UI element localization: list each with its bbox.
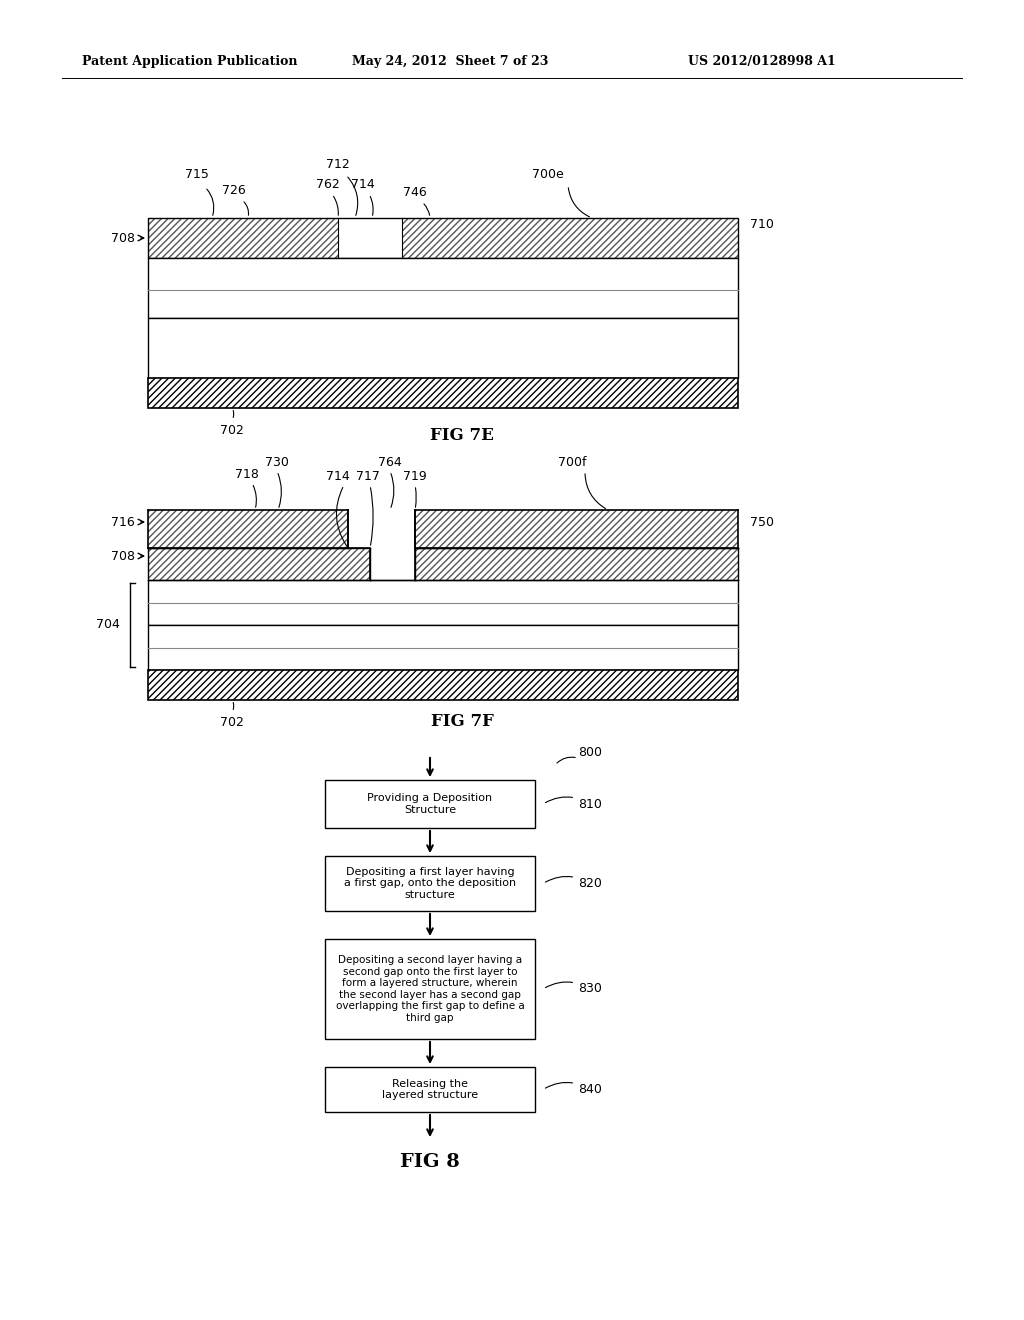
- Text: 710: 710: [750, 218, 774, 231]
- Bar: [338, 218, 402, 257]
- Text: FIG 7E: FIG 7E: [430, 426, 494, 444]
- Bar: [148, 257, 738, 318]
- Bar: [148, 510, 348, 548]
- Text: 800: 800: [578, 746, 602, 759]
- Text: 708: 708: [111, 231, 135, 244]
- Bar: [148, 624, 738, 671]
- Text: 716: 716: [112, 516, 135, 528]
- Text: Releasing the
layered structure: Releasing the layered structure: [382, 1078, 478, 1101]
- Text: 820: 820: [546, 876, 602, 890]
- Text: Patent Application Publication: Patent Application Publication: [82, 55, 298, 69]
- Text: 702: 702: [220, 715, 244, 729]
- Text: 810: 810: [546, 797, 602, 810]
- Text: 830: 830: [546, 982, 602, 995]
- Bar: [148, 218, 338, 257]
- Bar: [325, 939, 535, 1039]
- Text: 700e: 700e: [532, 169, 564, 181]
- Text: FIG 8: FIG 8: [400, 1152, 460, 1171]
- Bar: [402, 218, 738, 257]
- Bar: [370, 548, 415, 579]
- Text: Depositing a second layer having a
second gap onto the first layer to
form a lay: Depositing a second layer having a secon…: [336, 954, 524, 1023]
- Text: 714: 714: [326, 470, 350, 483]
- Text: 714: 714: [351, 178, 375, 191]
- Bar: [148, 378, 738, 408]
- Bar: [348, 510, 415, 548]
- Text: 726: 726: [222, 183, 246, 197]
- Bar: [148, 671, 738, 700]
- Text: May 24, 2012  Sheet 7 of 23: May 24, 2012 Sheet 7 of 23: [352, 55, 549, 69]
- Bar: [148, 579, 738, 624]
- Bar: [325, 780, 535, 828]
- Text: 717: 717: [356, 470, 380, 483]
- Text: 715: 715: [185, 169, 209, 181]
- Bar: [325, 855, 535, 911]
- Text: 702: 702: [220, 424, 244, 437]
- Text: 746: 746: [403, 186, 427, 199]
- Text: 712: 712: [326, 158, 350, 172]
- Text: Providing a Deposition
Structure: Providing a Deposition Structure: [368, 793, 493, 814]
- Text: US 2012/0128998 A1: US 2012/0128998 A1: [688, 55, 836, 69]
- Text: 750: 750: [750, 516, 774, 528]
- Text: 718: 718: [236, 469, 259, 482]
- Text: 764: 764: [378, 455, 401, 469]
- Bar: [325, 1067, 535, 1111]
- Text: FIG 7F: FIG 7F: [430, 714, 494, 730]
- Text: Depositing a first layer having
a first gap, onto the deposition
structure: Depositing a first layer having a first …: [344, 867, 516, 900]
- Text: 730: 730: [265, 455, 289, 469]
- Bar: [148, 318, 738, 378]
- Text: 704: 704: [96, 619, 120, 631]
- Text: 762: 762: [316, 178, 340, 191]
- Bar: [415, 548, 738, 579]
- Bar: [415, 510, 738, 548]
- Text: 719: 719: [403, 470, 427, 483]
- Text: 708: 708: [111, 549, 135, 562]
- Bar: [148, 218, 738, 257]
- Bar: [148, 548, 370, 579]
- Text: 840: 840: [546, 1082, 602, 1096]
- Text: 700f: 700f: [558, 455, 587, 469]
